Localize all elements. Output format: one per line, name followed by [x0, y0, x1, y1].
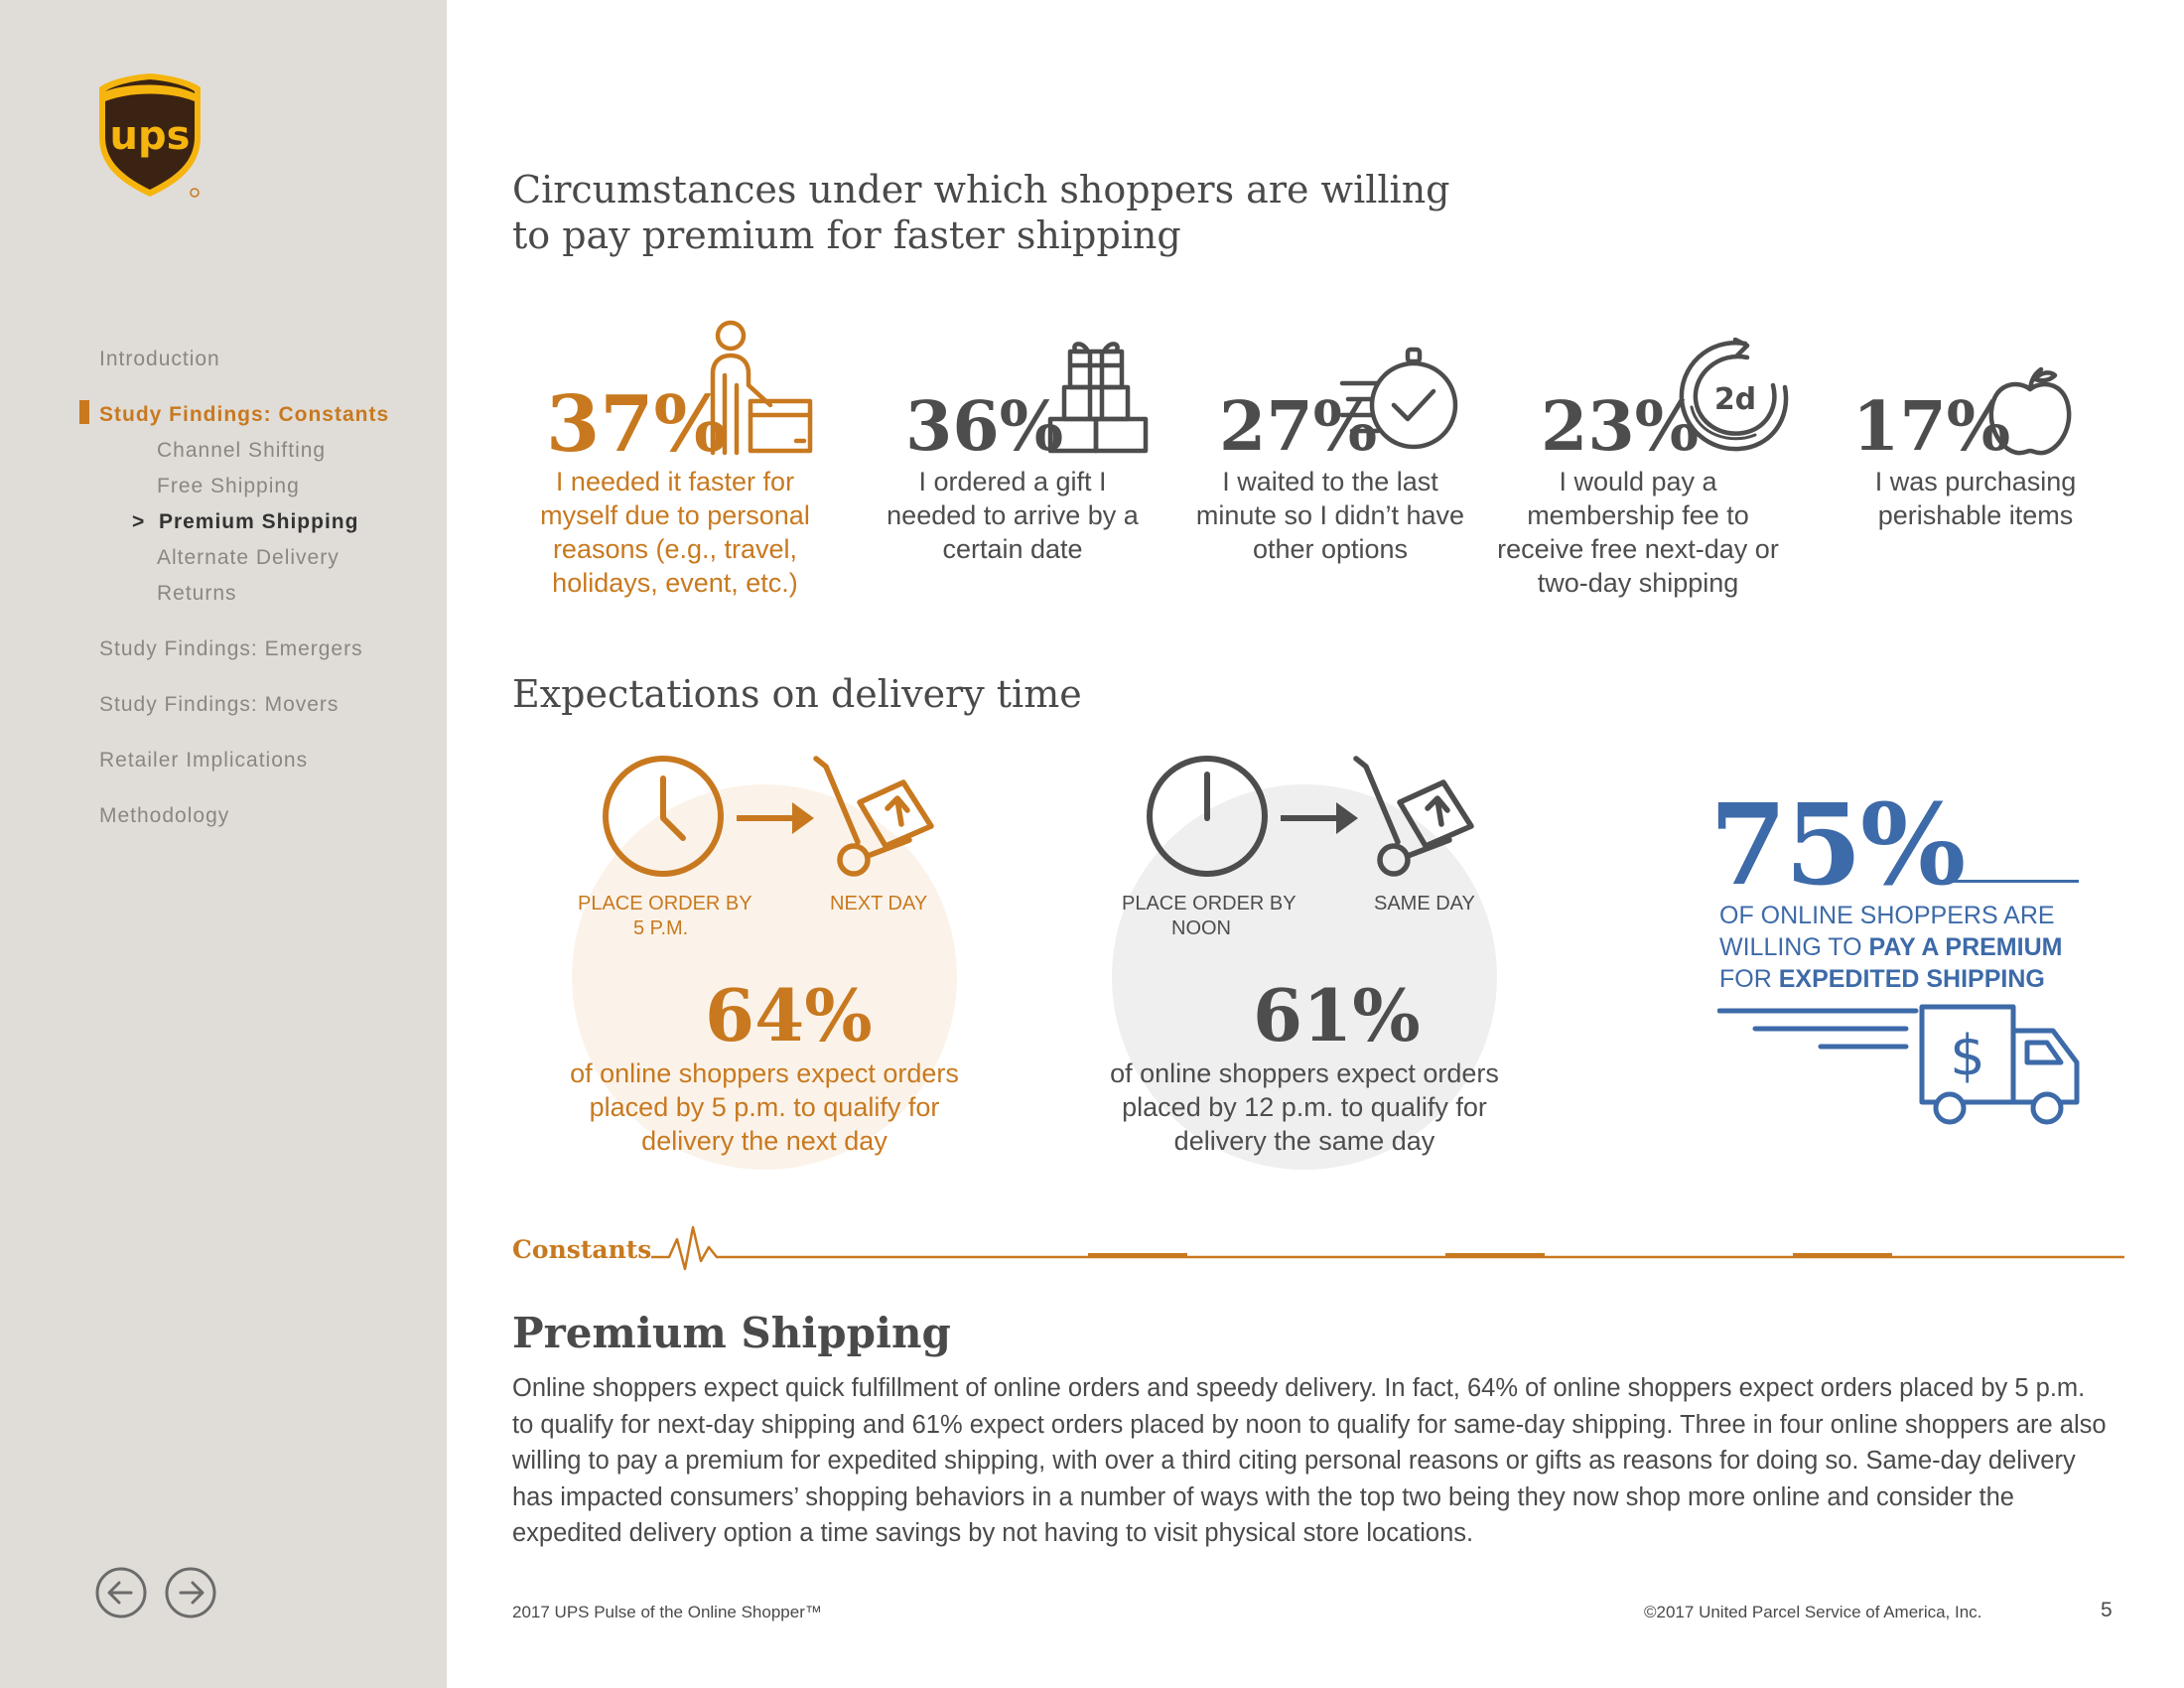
nav-introduction[interactable]: Introduction: [99, 348, 220, 370]
stat-36-desc: I ordered a gift I needed to arrive by a…: [854, 465, 1171, 566]
stat-36-desc-line: I ordered a gift I: [918, 467, 1107, 496]
person-with-package-icon: [710, 320, 813, 456]
stat-37-desc-line: I needed it faster for: [555, 467, 795, 496]
caption-text: WILLING TO: [1719, 933, 1869, 961]
title-line-2: to pay premium for faster shipping: [512, 213, 1181, 257]
nav-study-findings-emergers[interactable]: Study Findings: Emergers: [99, 637, 363, 660]
stat-37-desc-line: myself due to personal: [540, 500, 810, 530]
stat-75-underline: [1944, 880, 2079, 883]
stat-17-desc-line: I was purchasing: [1874, 467, 2077, 496]
stat-61-desc-line: placed by 12 p.m. to qualify for: [1122, 1092, 1487, 1122]
stat-27-desc-line: I waited to the last: [1222, 467, 1438, 496]
heartbeat-divider: [651, 1225, 2124, 1271]
hand-truck-icon: [813, 756, 934, 877]
nav-alternate-delivery[interactable]: Alternate Delivery: [157, 546, 340, 569]
next-page-button[interactable]: [165, 1567, 216, 1618]
next-day-to-label: NEXT DAY: [830, 893, 928, 914]
dollar-sign-icon: $: [1950, 1024, 1985, 1088]
next-day-from-line: 5 P.M.: [633, 917, 689, 939]
ups-logo: ups: [99, 73, 201, 198]
nav-study-findings-constants[interactable]: Study Findings: Constants: [99, 403, 390, 426]
two-day-cycle-icon: 2d: [1679, 338, 1789, 452]
stopwatch-icon: [1339, 347, 1458, 450]
same-day-from-line: NOON: [1171, 917, 1231, 939]
arrow-right-icon: [737, 802, 814, 834]
stat-61-value: 61%: [1253, 973, 1421, 1057]
clock-5pm-icon: [603, 756, 724, 877]
nav-retailer-implications[interactable]: Retailer Implications: [99, 749, 309, 772]
stat-64-desc-line: delivery the next day: [641, 1126, 887, 1156]
stat-75-caption-line: OF ONLINE SHOPPERS ARE: [1719, 902, 2055, 929]
page-number: 5: [2101, 1599, 2113, 1621]
nav-active-marker: [79, 400, 89, 424]
stat-64-desc-line: of online shoppers expect orders: [570, 1058, 959, 1088]
stat-36-value: 36%: [905, 387, 1064, 467]
hand-truck-icon: [1353, 756, 1474, 877]
stat-37-value: 37%: [546, 379, 728, 470]
section-title-expectations: Expectations on delivery time: [512, 672, 1082, 716]
stat-75-caption: OF ONLINE SHOPPERS ARE WILLING TO PAY A …: [1719, 900, 2062, 995]
nav-methodology[interactable]: Methodology: [99, 804, 230, 827]
footer-publication: 2017 UPS Pulse of the Online Shopper™: [512, 1603, 822, 1621]
next-day-from-label: PLACE ORDER BY 5 P.M.: [578, 892, 752, 941]
category-label-constants: Constants: [512, 1235, 652, 1264]
same-day-from-label: PLACE ORDER BY NOON: [1122, 892, 1297, 941]
previous-page-button[interactable]: [95, 1567, 147, 1618]
stat-23-desc-line: membership fee to: [1527, 500, 1749, 530]
stat-23-desc-line: receive free next-day or: [1497, 534, 1779, 564]
stat-37-desc-line: holidays, event, etc.): [552, 568, 798, 598]
stat-36-desc-line: needed to arrive by a: [887, 500, 1139, 530]
stat-75-caption-line: WILLING TO PAY A PREMIUM: [1719, 931, 2062, 963]
section-title-circumstances: Circumstances under which shoppers are w…: [512, 167, 1450, 258]
stat-17-value: 17%: [1852, 387, 2011, 467]
stat-64-desc-line: placed by 5 p.m. to qualify for: [589, 1092, 940, 1122]
caption-text: FOR: [1719, 965, 1779, 993]
stat-23-desc: I would pay a membership fee to receive …: [1469, 465, 1807, 600]
stat-17-desc-line: perishable items: [1877, 500, 2074, 530]
same-day-to-label: SAME DAY: [1374, 893, 1475, 914]
stat-61-desc: of online shoppers expect orders placed …: [1076, 1056, 1533, 1158]
caption-bold-text: PAY A PREMIUM: [1868, 933, 2063, 961]
stat-27-desc: I waited to the last minute so I didn’t …: [1171, 465, 1489, 566]
svg-text:ups: ups: [110, 113, 191, 159]
stat-27-desc-line: minute so I didn’t have: [1195, 500, 1465, 530]
stat-64-value: 64%: [705, 973, 873, 1057]
stat-27-desc-line: other options: [1252, 534, 1409, 564]
stat-37-desc-line: reasons (e.g., travel,: [552, 534, 798, 564]
nav-premium-shipping-label: Premium Shipping: [158, 510, 359, 533]
arrow-right-icon: [1281, 802, 1358, 834]
nav-study-findings-movers[interactable]: Study Findings: Movers: [99, 693, 340, 716]
nav-premium-shipping[interactable]: > Premium Shipping: [132, 510, 358, 534]
stat-36-desc-line: certain date: [942, 534, 1083, 564]
caption-bold-text: EXPEDITED SHIPPING: [1778, 965, 2045, 993]
stat-23-desc-line: I would pay a: [1559, 467, 1717, 496]
stat-61-desc-line: delivery the same day: [1173, 1126, 1435, 1156]
footer-copyright: ©2017 United Parcel Service of America, …: [1644, 1603, 1982, 1621]
stat-23-desc-line: two-day shipping: [1537, 568, 1739, 598]
apple-icon: [1988, 366, 2072, 456]
clock-noon-icon: [1147, 756, 1268, 877]
stat-23-value: 23%: [1541, 387, 1700, 467]
stat-37-desc: I needed it faster for myself due to per…: [506, 465, 844, 600]
premium-shipping-body: Online shoppers expect quick fulfillment…: [512, 1374, 2107, 1547]
gift-boxes-icon: [1047, 342, 1149, 454]
two-day-icon-text: 2d: [1714, 382, 1756, 417]
nav-returns[interactable]: Returns: [157, 582, 237, 605]
stat-61-desc-line: of online shoppers expect orders: [1110, 1058, 1499, 1088]
stat-17-desc: I was purchasing perishable items: [1827, 465, 2124, 532]
stat-75-caption-line: FOR EXPEDITED SHIPPING: [1719, 963, 2062, 995]
delivery-truck-icon: $: [1717, 1004, 2080, 1125]
next-day-from-line: PLACE ORDER BY: [578, 893, 752, 914]
stat-64-desc: of online shoppers expect orders placed …: [536, 1056, 993, 1158]
premium-shipping-heading: Premium Shipping: [512, 1309, 951, 1357]
same-day-from-line: PLACE ORDER BY: [1122, 893, 1297, 914]
sidebar: ups Introduction Study Findings: Constan…: [0, 0, 447, 1688]
nav-channel-shifting[interactable]: Channel Shifting: [157, 439, 327, 462]
stat-75-value: 75%: [1709, 780, 1966, 911]
current-page-marker: >: [132, 510, 146, 533]
nav-free-shipping[interactable]: Free Shipping: [157, 475, 300, 497]
title-line-1: Circumstances under which shoppers are w…: [512, 168, 1450, 211]
